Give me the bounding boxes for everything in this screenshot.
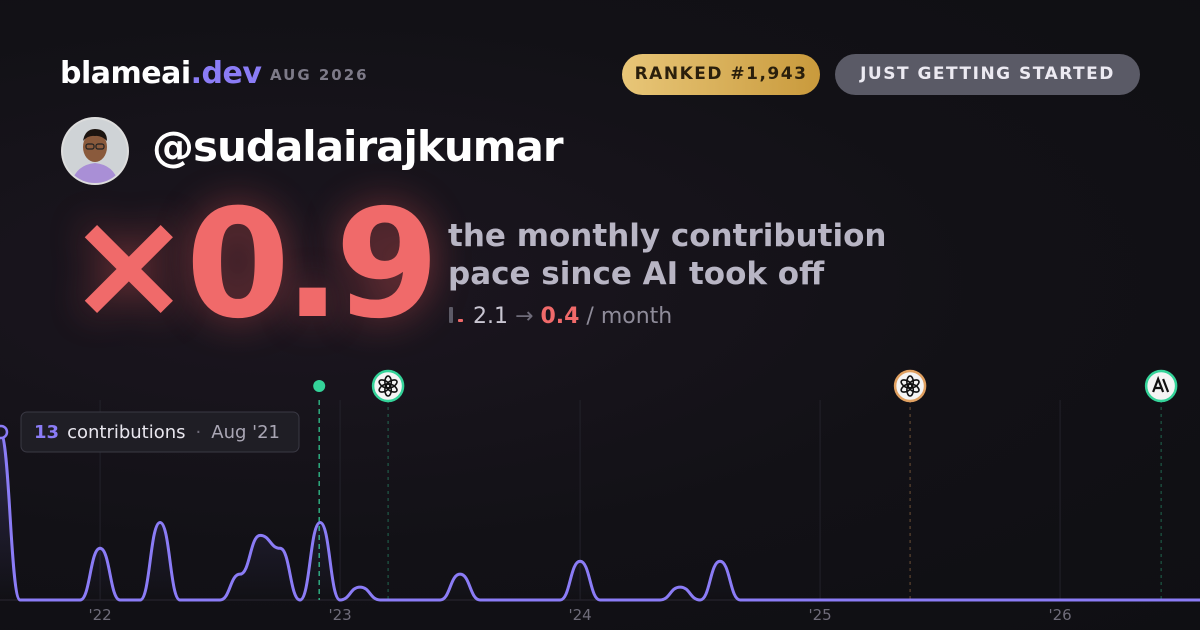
x-tick-label: '26 bbox=[1048, 606, 1071, 624]
rate-unit: / month bbox=[586, 304, 673, 329]
rate-before: 2.1 bbox=[473, 304, 508, 329]
event-icon-bg bbox=[893, 369, 927, 403]
area bbox=[0, 432, 1200, 600]
avatar bbox=[61, 117, 129, 185]
caption-line: pace since AI took off bbox=[448, 256, 825, 292]
multiplier: ×0.9 bbox=[66, 178, 439, 352]
event-marker bbox=[1144, 369, 1178, 600]
tooltip-date: Aug '21 bbox=[211, 422, 280, 443]
event-dot bbox=[313, 380, 326, 392]
rate-icon bbox=[449, 307, 463, 323]
tooltip-sep: · bbox=[196, 422, 202, 443]
tooltip-box bbox=[20, 411, 300, 453]
x-tick-label: '22 bbox=[88, 606, 111, 624]
status-badge: JUST GETTING STARTED bbox=[835, 54, 1140, 95]
event-icon-bg bbox=[371, 369, 405, 403]
rank-badge: RANKED #1,943 bbox=[622, 54, 820, 95]
openai-petal bbox=[378, 379, 391, 389]
rate-arrow: → bbox=[515, 304, 534, 329]
x-tick-label: '25 bbox=[808, 606, 831, 624]
user-handle: @sudalairajkumar bbox=[152, 122, 564, 171]
anthropic-logo bbox=[1152, 375, 1170, 393]
brand: blameai.dev bbox=[60, 56, 262, 91]
rate-after: 0.4 bbox=[540, 304, 580, 329]
brand-name: blameai bbox=[60, 56, 191, 91]
tooltip-value: 13 bbox=[34, 422, 59, 443]
x-tick-label: '24 bbox=[568, 606, 591, 624]
brand-date: AUG 2026 bbox=[270, 66, 369, 84]
brand-tld: .dev bbox=[190, 56, 262, 91]
openai-petal bbox=[900, 379, 913, 389]
x-tick-label: '23 bbox=[328, 606, 351, 624]
hover-point bbox=[0, 424, 9, 440]
rate-line: 2.1 → 0.4 / month bbox=[448, 304, 672, 329]
series-line bbox=[0, 430, 1200, 602]
event-marker bbox=[893, 369, 927, 600]
caption-line: the monthly contribution bbox=[448, 218, 887, 254]
event-marker bbox=[371, 369, 405, 600]
tooltip-text: 13 contributions · Aug '21 bbox=[34, 422, 280, 443]
tooltip-label: contributions bbox=[67, 422, 185, 443]
